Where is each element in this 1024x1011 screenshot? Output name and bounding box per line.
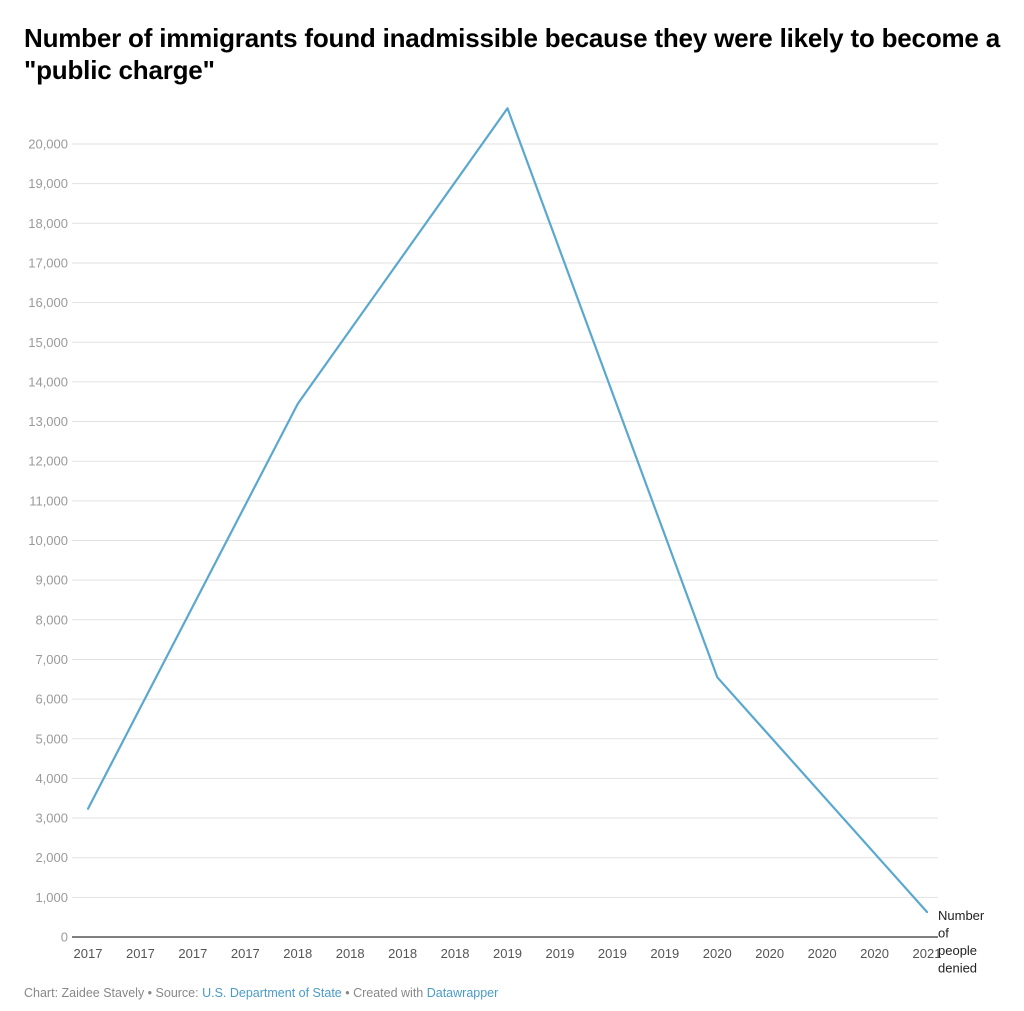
y-tick-label: 8,000 [35, 612, 68, 627]
y-tick-label: 15,000 [28, 335, 68, 350]
y-tick-label: 3,000 [35, 811, 68, 826]
series-end-label: people [938, 943, 977, 958]
series-end-label: Number [938, 908, 985, 923]
x-tick-label: 2018 [388, 946, 417, 961]
source-prefix: Source: [155, 986, 203, 1000]
y-tick-label: 9,000 [35, 573, 68, 588]
x-tick-label: 2019 [598, 946, 627, 961]
x-tick-label: 2019 [650, 946, 679, 961]
x-tick-label: 2018 [336, 946, 365, 961]
series-lines [86, 107, 929, 914]
x-tick-label: 2018 [283, 946, 312, 961]
x-tick-label: 2017 [178, 946, 207, 961]
x-tick-label: 2020 [755, 946, 784, 961]
y-tick-label: 4,000 [35, 771, 68, 786]
y-tick-label: 19,000 [28, 176, 68, 191]
footer-separator: • [341, 986, 354, 1000]
y-tick-label: 20,000 [28, 137, 68, 152]
x-tick-label: 2021 [913, 946, 942, 961]
y-tick-label: 13,000 [28, 414, 68, 429]
series-line [86, 107, 929, 914]
x-axis-tick-labels: 2017 2017 2017 2017 2018 2018 2018 2018 2019 2019… [74, 946, 942, 961]
series-end-label: denied [938, 961, 977, 976]
x-tick-label: 2017 [126, 946, 155, 961]
y-tick-label: 11,000 [29, 493, 68, 508]
source-link[interactable]: U.S. Department of State [202, 986, 342, 1000]
y-tick-label: 14,000 [28, 374, 68, 389]
y-tick-label: 12,000 [28, 454, 68, 469]
x-tick-label: 2019 [493, 946, 522, 961]
x-tick-label: 2017 [74, 946, 103, 961]
x-tick-label: 2017 [231, 946, 260, 961]
chart-title: Number of immigrants found inadmissible … [24, 23, 1000, 85]
y-tick-label: 17,000 [28, 255, 68, 270]
y-tick-label: 16,000 [28, 295, 68, 310]
y-tick-label: 6,000 [35, 692, 68, 707]
x-tick-label: 2019 [545, 946, 574, 961]
y-tick-label: 18,000 [28, 216, 68, 231]
series-end-label: of [938, 926, 949, 941]
gridlines [72, 143, 938, 898]
footer-separator: • [144, 986, 156, 1000]
datawrapper-link[interactable]: Datawrapper [426, 986, 499, 1000]
y-tick-label: 2,000 [35, 850, 68, 865]
y-axis-tick-labels: 0 1,000 2,000 3,000 4,000 5,000 6,000 7,000 8,00… [28, 137, 68, 945]
x-tick-label: 2020 [808, 946, 837, 961]
x-tick-label: 2018 [441, 946, 470, 961]
y-tick-label: 7,000 [35, 652, 68, 667]
created-prefix: Created with [353, 986, 427, 1000]
chart-credit: Chart: Zaidee Stavely [24, 986, 145, 1000]
y-tick-label: 10,000 [28, 533, 68, 548]
x-tick-label: 2020 [860, 946, 889, 961]
chart-footer: Chart: Zaidee Stavely • Source: U.S. Dep… [24, 986, 498, 1000]
y-tick-label: 5,000 [35, 731, 68, 746]
x-tick-label: 2020 [703, 946, 732, 961]
y-tick-label: 0 [61, 930, 68, 945]
series-labels: Number of people denied [938, 908, 985, 976]
y-tick-label: 1,000 [35, 890, 68, 905]
